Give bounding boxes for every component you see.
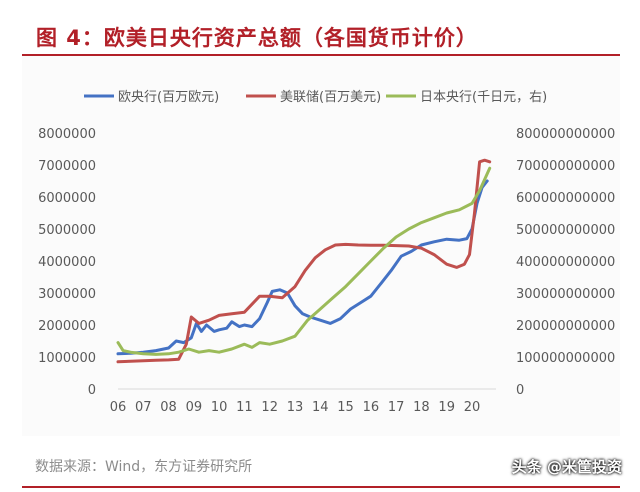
chart-area: 欧央行(百万欧元) 美联储(百万美元) 日本央行(千日元，右) 0 1000000 20… [22,56,620,436]
x-tick-label: 18 [413,400,430,415]
right-tick-label: 600000000000 [516,191,615,206]
x-tick-label: 15 [337,400,354,415]
series-lines [116,158,492,364]
series-line-3 [116,166,492,356]
x-tick-label: 09 [186,400,203,415]
legend-label-1: 欧央行(百万欧元) [118,90,219,105]
x-tick-label: 06 [110,400,127,415]
right-tick-label: 500000000000 [516,223,615,238]
left-tick-label: 3000000 [38,287,96,302]
left-tick-label: 4000000 [38,255,96,270]
right-tick-label: 200000000000 [516,319,615,334]
x-tick-label: 07 [135,400,152,415]
bottom-divider [22,486,620,488]
watermark: 头条 @米筐投资 [511,458,622,476]
data-source-note: 数据来源：Wind，东方证券研究所 [35,459,253,475]
chart-title: 图 4：欧美日央行资产总额（各国货币计价） [36,26,478,50]
x-tick-label: 14 [312,400,329,415]
left-tick-label: 7000000 [38,159,96,174]
right-tick-label: 300000000000 [516,287,615,302]
legend-label-2: 美联储(百万美元) [280,90,381,105]
right-tick-label: 800000000000 [516,127,615,142]
x-tick-label: 11 [236,400,253,415]
x-axis-tick-labels: 06 07 08 09 10 11 12 13 14 15 16 17 18 19 20 [110,400,481,415]
right-tick-label: 700000000000 [516,159,615,174]
right-tick-label: 400000000000 [516,255,615,270]
left-tick-label: 2000000 [38,319,96,334]
right-axis-tick-labels: 0 100000000000 200000000000 300000000000 400… [516,127,615,398]
x-tick-label: 20 [464,400,481,415]
x-tick-label: 12 [261,400,278,415]
x-tick-label: 13 [287,400,304,415]
left-tick-label: 6000000 [38,191,96,206]
x-tick-label: 08 [160,400,177,415]
x-tick-label: 10 [211,400,228,415]
title-divider [22,54,620,56]
series-line-2 [116,158,492,364]
left-tick-label: 5000000 [38,223,96,238]
left-tick-label: 8000000 [38,127,96,142]
left-tick-label: 1000000 [38,351,96,366]
x-tick-label: 16 [363,400,380,415]
x-tick-label: 19 [438,400,455,415]
x-tick-label: 17 [388,400,405,415]
right-tick-label: 100000000000 [516,351,615,366]
right-tick-label: 0 [516,383,524,398]
left-axis-tick-labels: 0 1000000 2000000 3000000 4000000 5000000 6000… [38,127,96,398]
line-chart: 欧央行(百万欧元) 美联储(百万美元) 日本央行(千日元，右) 0 1000000 20… [38,90,615,415]
left-tick-label: 0 [88,383,96,398]
legend-label-3: 日本央行(千日元，右) [420,90,547,105]
legend: 欧央行(百万欧元) 美联储(百万美元) 日本央行(千日元，右) [84,90,547,105]
